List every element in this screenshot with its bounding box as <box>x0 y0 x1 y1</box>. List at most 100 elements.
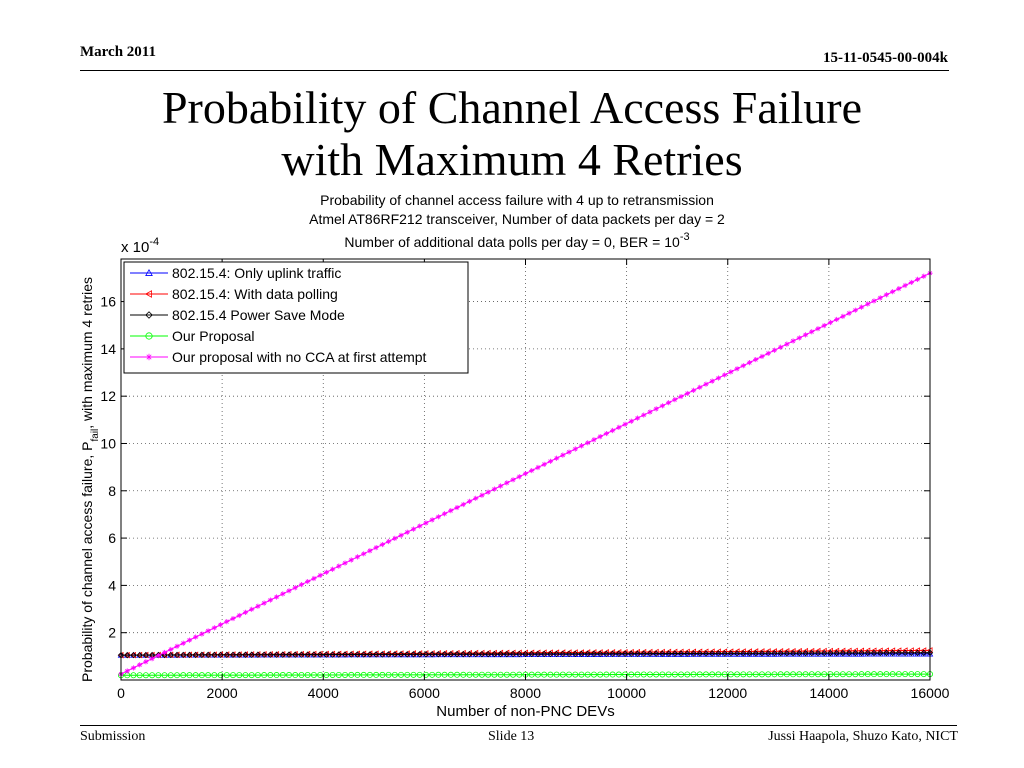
diamond-marker <box>167 651 174 659</box>
diamond-marker <box>839 649 847 657</box>
diamond-marker <box>541 650 548 658</box>
series-markers <box>118 671 934 679</box>
triangle-left-marker <box>783 647 790 655</box>
circle-marker <box>584 671 591 678</box>
diamond-marker <box>385 651 392 658</box>
diamond-marker <box>677 650 685 657</box>
circle-marker <box>435 671 442 678</box>
star-marker <box>914 276 921 282</box>
diamond-marker <box>789 650 797 657</box>
star-marker <box>790 338 796 344</box>
circle-marker <box>248 672 255 679</box>
diamond-marker <box>621 650 629 657</box>
chart-title-line-2: Atmel AT86RF212 transceiver, Number of d… <box>309 211 725 227</box>
triangle-left-marker <box>789 647 796 655</box>
triangle-left-marker <box>758 648 765 655</box>
diamond-marker <box>491 650 498 658</box>
star-marker <box>647 409 653 415</box>
star-marker <box>466 498 473 504</box>
diamond-marker <box>578 650 585 657</box>
diamond-marker <box>173 651 181 659</box>
y-axis-multiplier: x 10-4 <box>121 236 159 256</box>
slide-title: Probability of Channel Access Failure wi… <box>0 82 1024 186</box>
star-marker <box>442 511 448 517</box>
circle-marker <box>758 671 765 678</box>
star-marker <box>765 350 771 356</box>
circle-marker <box>553 671 560 678</box>
star-marker <box>385 538 392 545</box>
diamond-marker <box>145 311 153 319</box>
star-marker <box>193 634 199 640</box>
chart-title: Probability of channel access failure wi… <box>309 192 725 250</box>
circle-marker <box>472 671 479 678</box>
circle-marker <box>149 672 156 679</box>
diamond-marker <box>497 650 504 658</box>
star-marker <box>902 282 908 289</box>
star-marker <box>554 455 560 461</box>
diamond-marker <box>883 649 890 657</box>
star-marker <box>771 347 778 353</box>
circle-marker <box>142 672 149 679</box>
diamond-marker <box>765 650 772 657</box>
triangle-left-marker <box>901 647 908 654</box>
star-marker <box>392 535 398 541</box>
x-tick-label: 16000 <box>911 685 950 701</box>
star-marker <box>155 652 161 659</box>
circle-marker <box>360 671 367 678</box>
circle-marker <box>223 672 230 679</box>
triangle-left-marker <box>833 647 840 655</box>
x-axis-label: Number of non-PNC DEVs <box>436 703 614 720</box>
diamond-marker <box>802 649 809 657</box>
star-marker <box>323 569 329 575</box>
diamond-marker <box>547 650 554 658</box>
circle-marker <box>130 672 137 679</box>
circle-marker <box>230 672 237 679</box>
diamond-marker <box>410 651 417 658</box>
series-layer <box>117 270 934 679</box>
triangle-left-marker <box>746 648 753 655</box>
diamond-marker <box>254 651 262 658</box>
diamond-marker <box>484 650 492 658</box>
circle-marker <box>846 671 853 678</box>
circle-marker <box>590 671 597 678</box>
circle-marker <box>827 671 834 678</box>
diamond-marker <box>914 649 921 657</box>
diamond-marker <box>516 650 523 658</box>
circle-marker <box>422 671 429 678</box>
circle-marker <box>870 671 877 678</box>
diamond-marker <box>372 651 380 658</box>
star-marker <box>255 603 261 609</box>
star-marker <box>883 292 890 298</box>
star-marker <box>858 304 865 310</box>
star-marker <box>560 452 566 458</box>
circle-marker <box>354 671 361 678</box>
chart-title-exponent: -3 <box>680 231 690 243</box>
star-marker <box>429 517 435 523</box>
star-marker <box>236 612 242 619</box>
star-marker <box>186 637 193 643</box>
diamond-marker <box>441 651 448 658</box>
circle-marker <box>908 671 915 678</box>
diamond-marker <box>565 650 573 658</box>
circle-marker <box>765 671 772 678</box>
star-marker <box>224 619 230 625</box>
circle-marker <box>839 671 846 678</box>
circle-marker <box>547 671 554 678</box>
grid <box>121 259 930 680</box>
circle-marker <box>292 672 299 679</box>
diamond-marker <box>416 651 423 658</box>
star-marker <box>305 578 311 585</box>
star-marker <box>666 400 672 406</box>
diamond-marker <box>142 651 150 659</box>
circle-marker <box>597 671 604 678</box>
diamond-marker <box>348 651 355 658</box>
star-marker <box>529 467 535 474</box>
diamond-marker <box>323 651 330 658</box>
diamond-marker <box>877 649 884 657</box>
diamond-marker <box>640 650 647 657</box>
series-5 <box>118 270 933 677</box>
star-marker <box>230 615 236 622</box>
legend-box <box>123 261 469 374</box>
diamond-marker <box>901 649 909 657</box>
circle-marker <box>628 671 635 678</box>
